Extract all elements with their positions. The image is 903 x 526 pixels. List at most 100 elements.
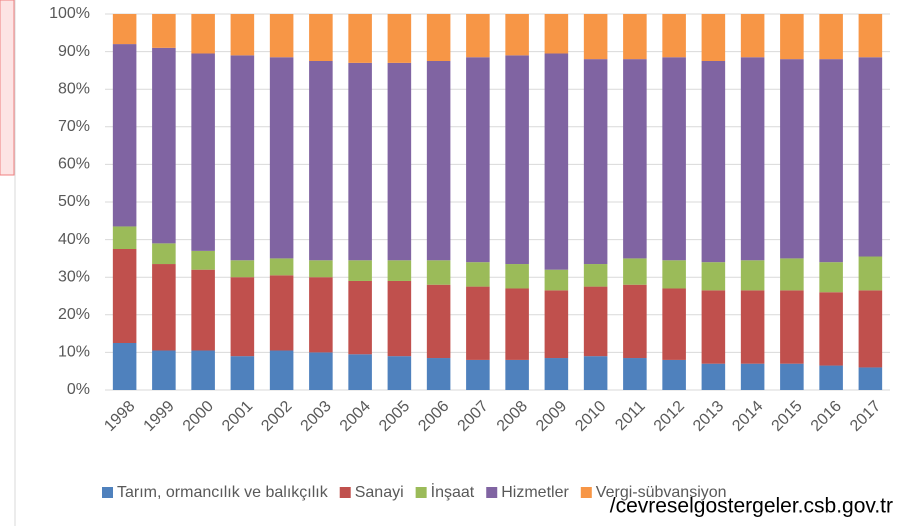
bar-segment [309,277,333,353]
bar-segment [701,262,726,291]
bar-segment [230,277,255,357]
bar-segment [780,290,804,364]
bar-segment [505,288,529,360]
x-tick-label: 1999 [140,398,177,435]
x-tick-label: 2011 [612,398,648,434]
bar-segment [505,264,529,289]
bar-segment [466,359,490,390]
bar-segment [152,243,176,265]
bar-segment [583,59,608,265]
y-tick-label: 40% [58,231,90,248]
x-tick-label: 2016 [808,398,845,435]
bar-segment [230,260,255,278]
bar-segment [858,367,883,390]
bar-segment [191,250,215,270]
bar-segment [348,354,372,390]
bar-segment [780,258,804,291]
bar-segment [191,269,215,351]
bar-segment [348,62,372,261]
bar-segment [819,262,843,293]
bar-segment [191,14,215,54]
bar-segment [740,290,765,364]
bar-segment [819,59,843,263]
bar-segment [623,14,647,60]
bar-segment [544,290,569,359]
legend-swatch [339,487,351,498]
bar-segment [426,260,451,285]
bar-segment [426,284,451,359]
legend-swatch [486,487,498,498]
bar-segment [152,350,176,390]
x-tick-label: 2008 [494,398,531,435]
bar-segment [387,260,412,281]
bar-segment [819,292,843,366]
legend-label: Sanayi [355,484,404,501]
bar-segment [269,350,294,390]
x-tick-label: 2015 [768,398,805,435]
bar-segment [269,275,294,351]
bar-segment [583,356,608,390]
bar-segment [858,256,883,291]
bar-segment [544,358,569,390]
x-tick-label: 2012 [651,398,688,435]
bar-segment [701,61,726,263]
bar-segment [152,14,176,48]
bar-segment [348,14,372,63]
x-tick-label: 2005 [376,398,413,435]
bar-segment [740,363,765,390]
y-tick-label: 10% [58,344,90,361]
bar-segment [583,14,608,60]
y-tick-label: 90% [58,43,90,60]
bar-segment [740,260,765,291]
y-tick-label: 20% [58,306,90,323]
bar-segment [112,226,137,249]
side-panel [0,0,15,176]
x-tick-label: 2009 [533,398,570,435]
bar-segment [466,286,490,360]
bar-segment [662,359,686,390]
bar-segment [112,44,137,227]
x-tick-label: 2007 [454,398,491,435]
bar-segment [505,55,529,265]
bar-segment [662,288,686,360]
bar-segment [858,290,883,368]
y-tick-label: 60% [58,156,90,173]
bar-segment [387,356,412,390]
bar-segment [309,352,333,390]
y-tick-label: 70% [58,118,90,135]
bar-segment [623,258,647,285]
bar-segment [309,61,333,261]
bar-segment [309,260,333,278]
legend-swatch [580,487,592,498]
x-tick-label: 2013 [690,398,727,435]
legend-label: İnşaat [431,482,475,501]
bar-segment [740,14,765,58]
legend-label: Vergi-sübvansiyon [596,484,727,501]
bar-segment [426,61,451,261]
y-tick-label: 0% [67,381,90,398]
x-tick-label: 2010 [572,398,609,435]
x-tick-label: 2004 [337,398,374,435]
bar-segment [662,57,686,261]
x-tick-label: 2014 [729,398,766,435]
bar-segment [544,269,569,291]
bar-segment [112,343,137,390]
x-tick-label: 2017 [847,398,884,435]
bar-segment [387,62,412,261]
legend-label: Hizmetler [501,484,569,501]
y-tick-label: 100% [49,5,90,22]
bar-segment [780,59,804,259]
bar-segment [466,14,490,58]
bar-segment [701,14,726,61]
bar-segment [152,47,176,244]
bar-segment [623,358,647,390]
bar-segment [112,249,137,343]
bar-segment [505,359,529,390]
bar-segment [387,280,412,357]
bar-segment [466,262,490,287]
bar-segment [858,14,883,58]
bar-segment [858,57,883,257]
x-tick-label: 1998 [101,398,138,435]
bar-segment [269,57,294,259]
